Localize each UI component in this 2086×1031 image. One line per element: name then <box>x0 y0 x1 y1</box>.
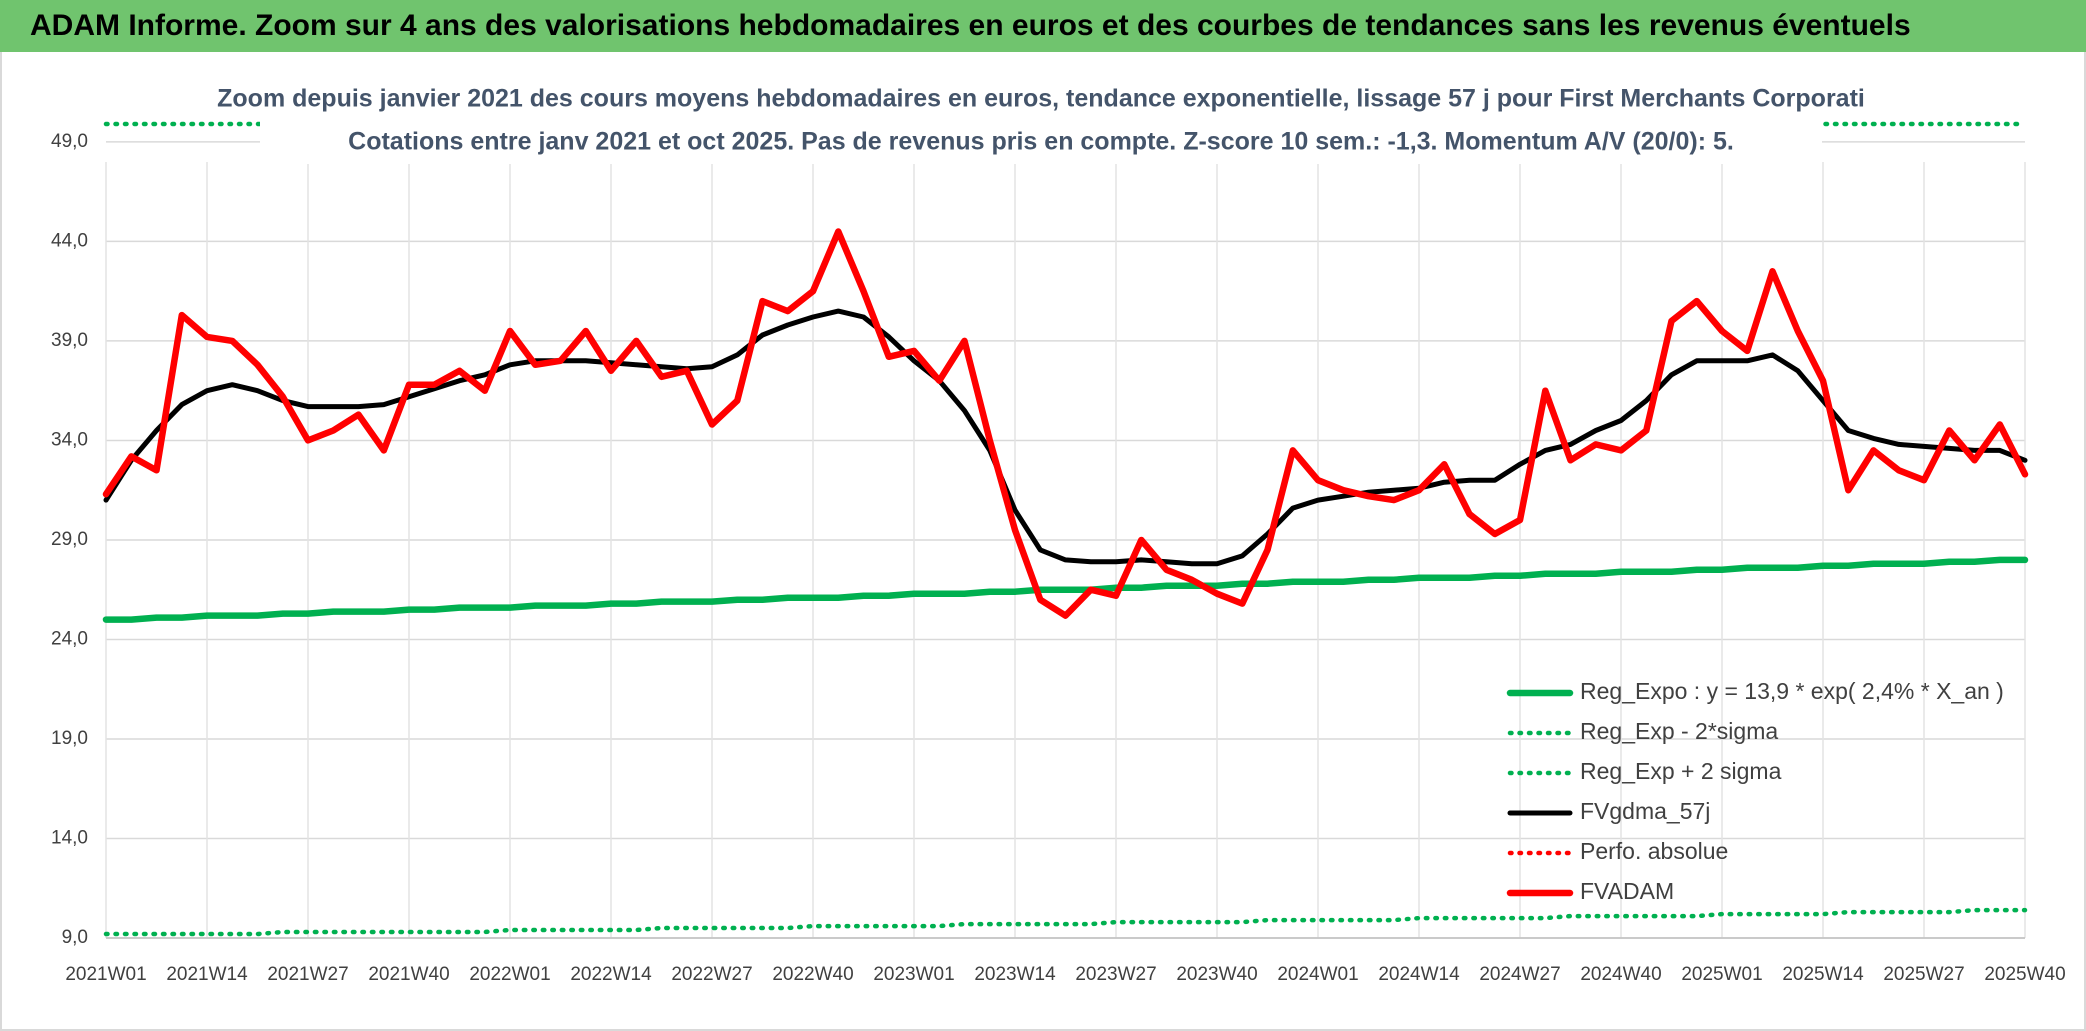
legend-label: Reg_Exp - 2*sigma <box>1580 718 1778 744</box>
legend-label: Reg_Exp + 2 sigma <box>1580 758 1782 784</box>
x-tick-label: 2021W27 <box>267 964 348 985</box>
series-line <box>103 308 2028 567</box>
series-line <box>103 907 2028 937</box>
page-title: ADAM Informe. Zoom sur 4 ans des valoris… <box>30 9 1911 42</box>
x-tick-label: 2021W14 <box>166 964 248 985</box>
y-tick-label: 39,0 <box>51 330 88 351</box>
legend-label: FVADAM <box>1580 878 1674 904</box>
subtitle-box <box>260 80 1822 164</box>
series-line <box>102 556 2029 623</box>
y-tick-label: 24,0 <box>51 628 88 649</box>
x-tick-label: 2022W40 <box>772 964 853 985</box>
x-tick-label: 2024W40 <box>1580 964 1661 985</box>
chart-subtitle: Cotations entre janv 2021 et oct 2025. P… <box>348 128 1734 156</box>
x-tick-label: 2024W27 <box>1479 964 1560 985</box>
y-tick-label: 49,0 <box>51 131 88 152</box>
x-tick-label: 2022W27 <box>671 964 752 985</box>
x-tick-label: 2021W40 <box>368 964 449 985</box>
x-tick-label: 2023W14 <box>974 964 1056 985</box>
y-tick-label: 29,0 <box>51 529 88 550</box>
x-tick-label: 2025W40 <box>1984 964 2065 985</box>
x-tick-label: 2024W14 <box>1378 964 1460 985</box>
y-tick-label: 14,0 <box>51 828 88 849</box>
y-tick-label: 44,0 <box>51 230 88 251</box>
x-tick-label: 2022W01 <box>469 964 550 985</box>
chart-title: Zoom depuis janvier 2021 des cours moyen… <box>217 85 1865 113</box>
x-tick-label: 2022W14 <box>570 964 652 985</box>
y-tick-label: 19,0 <box>51 728 88 749</box>
legend-label: FVgdma_57j <box>1580 798 1710 824</box>
x-tick-label: 2021W01 <box>65 964 146 985</box>
x-tick-label: 2025W01 <box>1681 964 1762 985</box>
banner <box>0 0 2086 52</box>
x-tick-label: 2023W27 <box>1075 964 1156 985</box>
legend-label: Perfo. absolue <box>1580 838 1728 864</box>
x-tick-label: 2025W27 <box>1883 964 1964 985</box>
x-tick-label: 2023W01 <box>873 964 954 985</box>
x-tick-label: 2025W14 <box>1782 964 1864 985</box>
y-tick-label: 9,0 <box>62 927 88 948</box>
y-tick-label: 34,0 <box>51 429 88 450</box>
x-tick-label: 2024W01 <box>1277 964 1358 985</box>
legend-label: Reg_Expo : y = 13,9 * exp( 2,4% * X_an ) <box>1580 678 2004 704</box>
x-tick-label: 2023W40 <box>1176 964 1257 985</box>
series-line <box>102 228 2029 619</box>
